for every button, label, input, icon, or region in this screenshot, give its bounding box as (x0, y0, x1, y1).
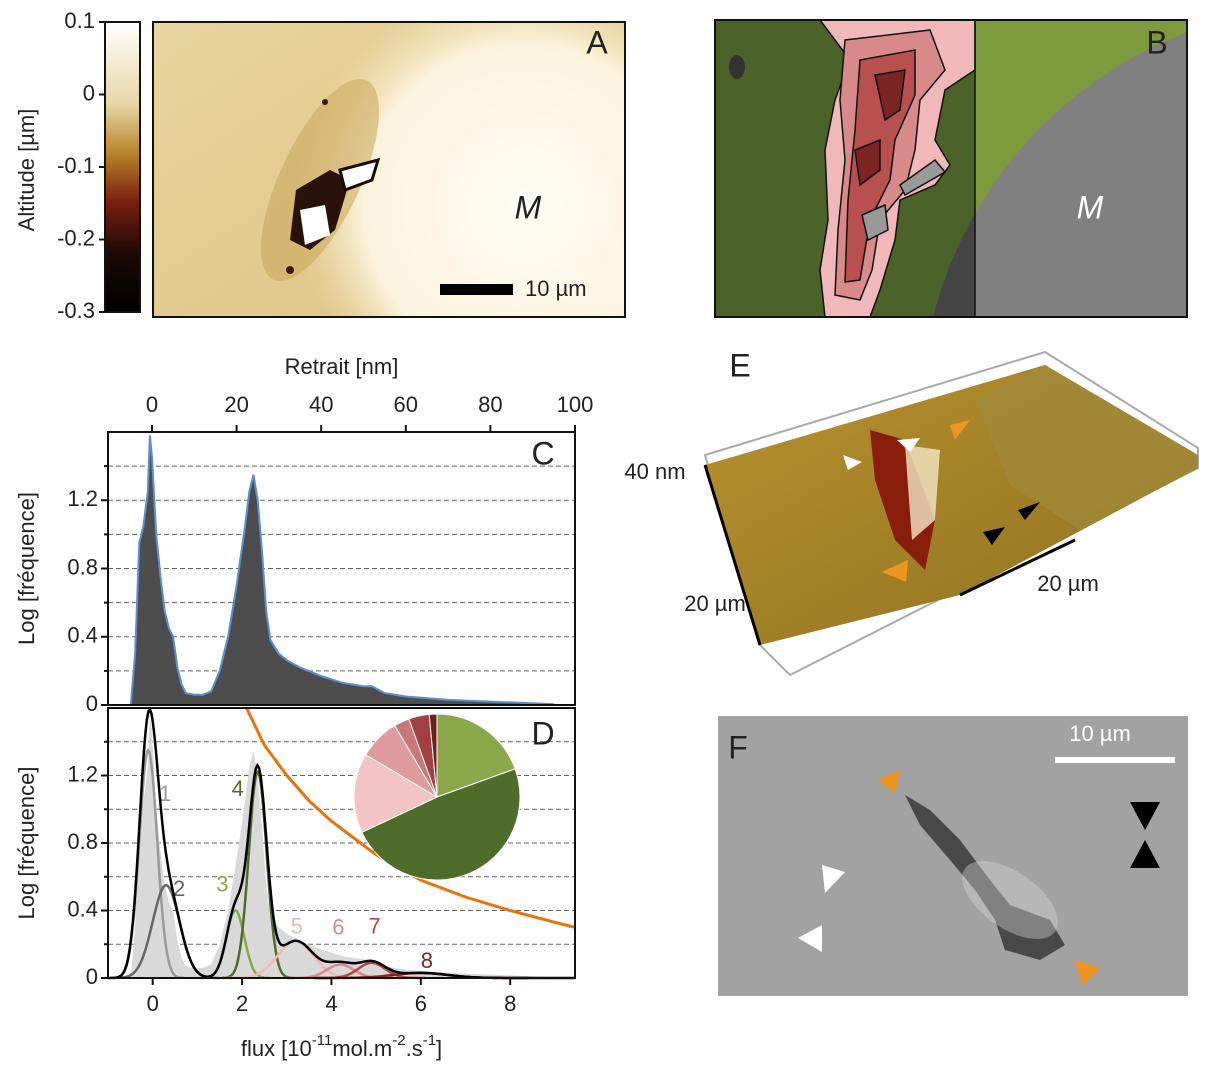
y-tick-label: 0.4 (67, 896, 98, 921)
scale-label: 10 µm (1069, 721, 1131, 746)
x-tick-label: 2 (236, 991, 248, 1016)
panel-letter: B (1146, 24, 1167, 60)
component-label: 3 (216, 871, 228, 896)
trench (870, 430, 935, 570)
arrow (798, 925, 822, 952)
x-tick-label: 4 (325, 991, 337, 1016)
arrow (950, 420, 970, 440)
panel-letter: C (531, 435, 554, 471)
frame (107, 707, 576, 979)
x-axis-label-part: mol.m (332, 1036, 392, 1061)
x-axis-label-part: ] (436, 1036, 442, 1061)
label-m: M (515, 189, 542, 225)
matrix-area (975, 365, 1198, 530)
component-label: 2 (173, 876, 185, 901)
y-scale: 20 µm (684, 591, 746, 616)
arrow (1130, 840, 1160, 868)
x-axis-label-part: -11 (312, 1032, 333, 1049)
scale-bar (440, 284, 513, 295)
x-axis-label-part: flux [10 (241, 1036, 312, 1061)
x-axis-label: flux [10-11mol.m-2.s-1] (241, 1032, 442, 1061)
x-tick-label: 8 (504, 991, 516, 1016)
x-axis-label: Retrait [nm] (285, 354, 399, 379)
pie-slice (436, 713, 516, 798)
area-outline (129, 435, 554, 706)
threshold-curve (245, 707, 576, 929)
label-m: M (1077, 189, 1104, 225)
frame (714, 19, 1188, 318)
panel-letter: D (531, 715, 554, 751)
component-curve (222, 770, 294, 980)
component-label: 7 (369, 914, 381, 939)
component-label: 1 (159, 781, 171, 806)
pie-slice (353, 754, 439, 834)
phase-map (715, 20, 1187, 317)
x-axis-label-part: -2 (392, 1032, 405, 1049)
component-label: 6 (332, 914, 344, 939)
y-tick-label: 0.8 (67, 829, 98, 854)
x-tick-label: 40 (309, 392, 333, 417)
component-label: 8 (421, 948, 433, 973)
y-tick-label: 0 (86, 691, 98, 716)
y-tick-label: 0 (86, 964, 98, 989)
pie-slice (428, 713, 438, 798)
component-label: 5 (291, 914, 303, 939)
panel-letter: E (729, 347, 750, 383)
panel-letter: F (728, 729, 748, 765)
x-tick-label: 0 (146, 392, 158, 417)
colorbar-tick-label: 0.1 (64, 8, 95, 33)
colorbar (104, 21, 141, 313)
arrow (882, 560, 908, 582)
arrow (983, 527, 1005, 545)
pie-slice (361, 768, 521, 881)
arrow (822, 865, 845, 893)
charts: 0.1 0 -0.1 -0.2 -0.3 0 0.4 0.8 1.2 Log [fréquence… (14, 8, 594, 1061)
arrow (843, 455, 862, 470)
area (130, 435, 554, 705)
arrow (1018, 502, 1040, 520)
y-tick-label: 0.4 (67, 623, 98, 648)
arrow (878, 770, 900, 793)
afm-image (153, 22, 625, 317)
arrow (1075, 960, 1100, 985)
x-axis-label-part: -1 (423, 1032, 436, 1049)
colorbar-tick-label: -0.1 (57, 153, 95, 178)
frame (152, 21, 626, 318)
colorbar-tick-label: 0 (83, 80, 95, 105)
arrow (1130, 802, 1160, 830)
z-scale: 40 nm (624, 459, 685, 484)
y-axis-label: Log [fréquence] (14, 767, 39, 920)
axis-edge (959, 538, 1076, 597)
x-scale: 20 µm (1037, 571, 1099, 596)
arrow (897, 438, 920, 452)
panel-a: Altitude [µm] A M 10 µm (14, 21, 626, 318)
y-tick-label: 1.2 (67, 486, 98, 511)
peaks (905, 445, 940, 540)
defect (905, 795, 1065, 960)
panel-letter: A (586, 24, 608, 60)
x-axis-label-part: .s (406, 1036, 423, 1061)
scale-label: 10 µm (525, 276, 587, 301)
x-tick-label: 80 (478, 392, 502, 417)
panel-f: 10 µm F (718, 716, 1188, 996)
y-tick-label: 1.2 (67, 761, 98, 786)
colorbar-tick-label: -0.2 (57, 225, 95, 250)
colorbar-label: Altitude [µm] (14, 109, 39, 232)
axis-edge (703, 464, 762, 646)
y-tick-label: 0.8 (67, 554, 98, 579)
colorbar-tick-label: -0.3 (57, 298, 95, 323)
x-tick-label: 0 (147, 991, 159, 1016)
panel-b: B M (714, 19, 1188, 318)
frame (107, 431, 576, 706)
x-tick-label: 6 (415, 991, 427, 1016)
component-label: 4 (232, 776, 244, 801)
panel-e: E 40 nm 20 µm 20 µm (624, 347, 1199, 677)
x-tick-label: 20 (224, 392, 248, 417)
x-tick-label: 60 (394, 392, 418, 417)
x-tick-label: 100 (557, 392, 594, 417)
y-axis-label: Log [fréquence] (14, 492, 39, 645)
